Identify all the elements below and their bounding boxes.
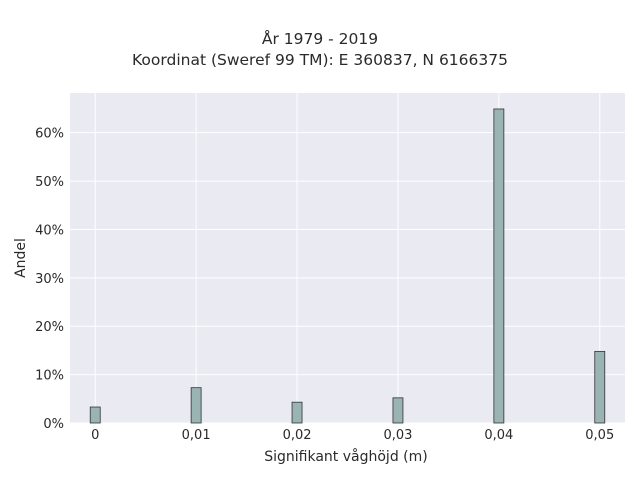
bar bbox=[291, 401, 303, 424]
x-axis-label: Signifikant våghöjd (m) bbox=[264, 448, 427, 465]
x-tick-label: 0,01 bbox=[182, 428, 211, 443]
x-tick-label: 0,03 bbox=[383, 428, 412, 443]
bars bbox=[89, 108, 606, 424]
chart-title: År 1979 - 2019 bbox=[261, 30, 379, 48]
gridlines bbox=[70, 93, 625, 424]
y-tick-label: 40% bbox=[35, 223, 64, 238]
x-tick-label: 0,04 bbox=[484, 428, 513, 443]
y-tick-label: 10% bbox=[35, 369, 64, 384]
y-axis-label: Andel bbox=[13, 238, 29, 278]
y-tick-label: 30% bbox=[35, 272, 64, 287]
chart-subtitle: Koordinat (Sweref 99 TM): E 360837, N 61… bbox=[132, 51, 508, 69]
x-tick-label: 0 bbox=[91, 428, 99, 443]
bar bbox=[392, 397, 404, 424]
x-tick-label: 0,05 bbox=[585, 428, 614, 443]
y-tick-labels: 0% 10% 20% 30% 40% 50% 60% bbox=[35, 127, 64, 432]
bar bbox=[493, 108, 505, 424]
bar bbox=[190, 387, 202, 424]
plot-background bbox=[70, 93, 625, 423]
bar bbox=[89, 406, 101, 424]
y-tick-label: 50% bbox=[35, 175, 64, 190]
y-tick-label: 0% bbox=[43, 417, 64, 432]
x-tick-label: 0,02 bbox=[283, 428, 312, 443]
x-tick-labels: 0 0,01 0,02 0,03 0,04 0,05 bbox=[91, 428, 614, 443]
y-tick-label: 20% bbox=[35, 320, 64, 335]
y-tick-label: 60% bbox=[35, 127, 64, 142]
bar bbox=[594, 350, 606, 424]
